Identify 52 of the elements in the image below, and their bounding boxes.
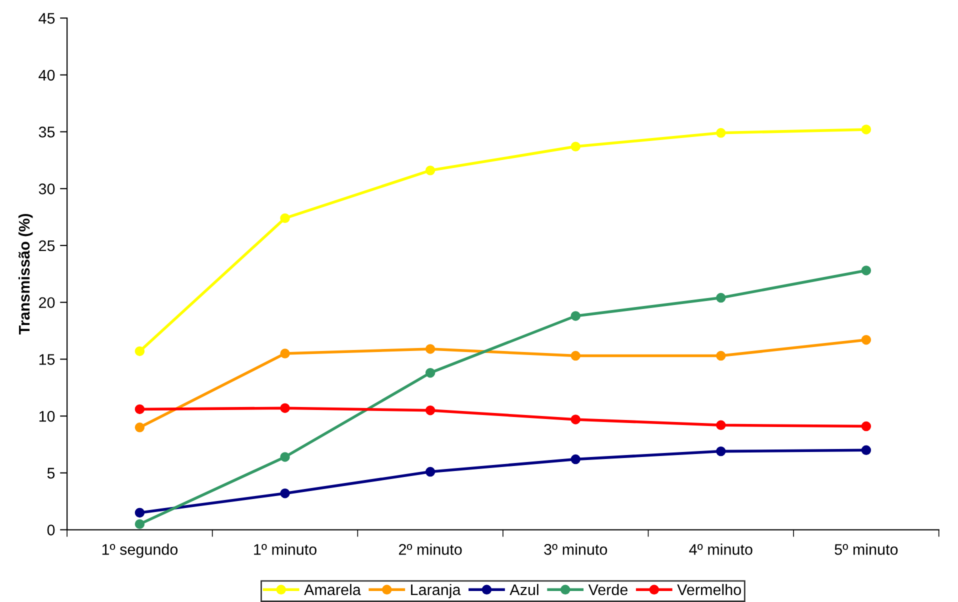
y-tick-label: 45 — [38, 13, 55, 24]
point — [716, 128, 726, 138]
point — [280, 348, 290, 358]
point — [280, 488, 290, 498]
x-tick-label: 2º minuto — [398, 544, 462, 555]
point — [861, 124, 872, 134]
point — [570, 142, 580, 152]
y-tick-label: 35 — [38, 126, 55, 138]
y-tick-label: 40 — [38, 70, 55, 81]
x-tick-label: 5º minuto — [834, 544, 898, 555]
point — [425, 344, 436, 354]
x-tick-label: 1º minuto — [254, 544, 316, 555]
point — [134, 519, 145, 529]
y-tick-label: 15 — [39, 354, 55, 365]
point — [861, 445, 872, 456]
y-tick-label: 10 — [39, 410, 55, 422]
point — [134, 508, 145, 518]
point — [134, 346, 145, 356]
point — [425, 166, 436, 176]
point — [570, 311, 580, 321]
point — [425, 406, 436, 416]
point — [280, 452, 290, 462]
point — [280, 213, 290, 224]
y-tick-label: 30 — [38, 183, 55, 194]
legend-label: Vermelho — [677, 584, 741, 596]
point — [716, 350, 726, 361]
legend-label: Azul — [510, 584, 538, 596]
y-tick-label: 25 — [39, 240, 55, 252]
legend-label: Laranja — [411, 584, 461, 598]
y-axis-title: Transmissão (%) — [18, 214, 33, 334]
point — [570, 350, 580, 361]
x-tick-label: 1º segundo — [102, 544, 178, 558]
point — [861, 335, 872, 345]
y-tick-label: 0 — [47, 524, 55, 536]
point — [716, 292, 726, 303]
point — [716, 446, 726, 456]
legend-label: Verde — [588, 584, 628, 596]
point — [425, 466, 436, 477]
y-tick-label: 20 — [39, 297, 55, 308]
x-tick-label: 3º minuto — [544, 544, 608, 555]
point — [280, 403, 290, 413]
x-tick-label: 4º minuto — [689, 544, 752, 555]
point — [134, 404, 145, 414]
point — [570, 414, 580, 424]
point — [861, 421, 872, 432]
point — [861, 266, 872, 276]
y-tick-label: 5 — [47, 468, 55, 479]
point — [134, 422, 145, 432]
point — [425, 368, 436, 378]
point — [716, 420, 726, 430]
legend-label: Amarela — [304, 584, 361, 596]
point — [570, 454, 580, 464]
